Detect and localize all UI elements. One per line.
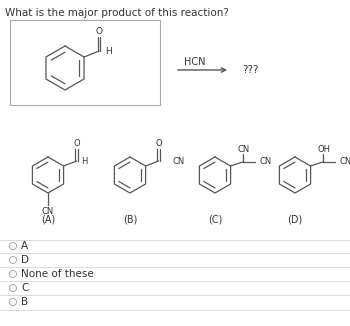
Text: B: B [21,297,28,307]
Text: What is the major product of this reaction?: What is the major product of this reacti… [5,8,229,18]
Text: (C): (C) [208,215,222,225]
Text: C: C [21,283,28,293]
Text: (A): (A) [41,215,55,225]
Text: O: O [73,140,80,149]
Text: O: O [155,140,162,149]
Text: CN: CN [42,206,54,215]
Text: (B): (B) [123,215,137,225]
Text: CN: CN [340,157,350,167]
Text: None of these: None of these [21,269,94,279]
Text: O: O [96,26,103,36]
Text: OH: OH [317,144,330,154]
Text: H: H [105,48,111,56]
Text: HCN: HCN [184,57,206,67]
Text: (D): (D) [287,215,303,225]
Text: A: A [21,241,28,251]
Text: H: H [82,157,88,167]
Text: ???: ??? [242,65,258,75]
Text: CN: CN [260,157,272,167]
Bar [10,20,160,105]
Text: D: D [21,255,29,265]
Text: CN: CN [237,144,250,154]
Text: CN: CN [173,157,185,167]
